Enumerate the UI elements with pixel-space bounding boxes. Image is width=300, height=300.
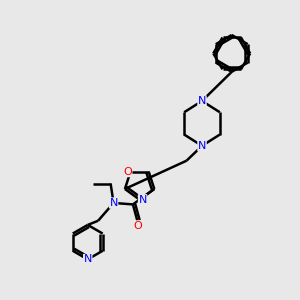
Text: N: N (198, 96, 206, 106)
Text: O: O (123, 167, 132, 177)
Text: N: N (198, 141, 206, 151)
Text: N: N (83, 254, 92, 264)
Text: N: N (138, 195, 147, 205)
Text: N: N (110, 198, 118, 208)
Text: O: O (134, 221, 142, 231)
